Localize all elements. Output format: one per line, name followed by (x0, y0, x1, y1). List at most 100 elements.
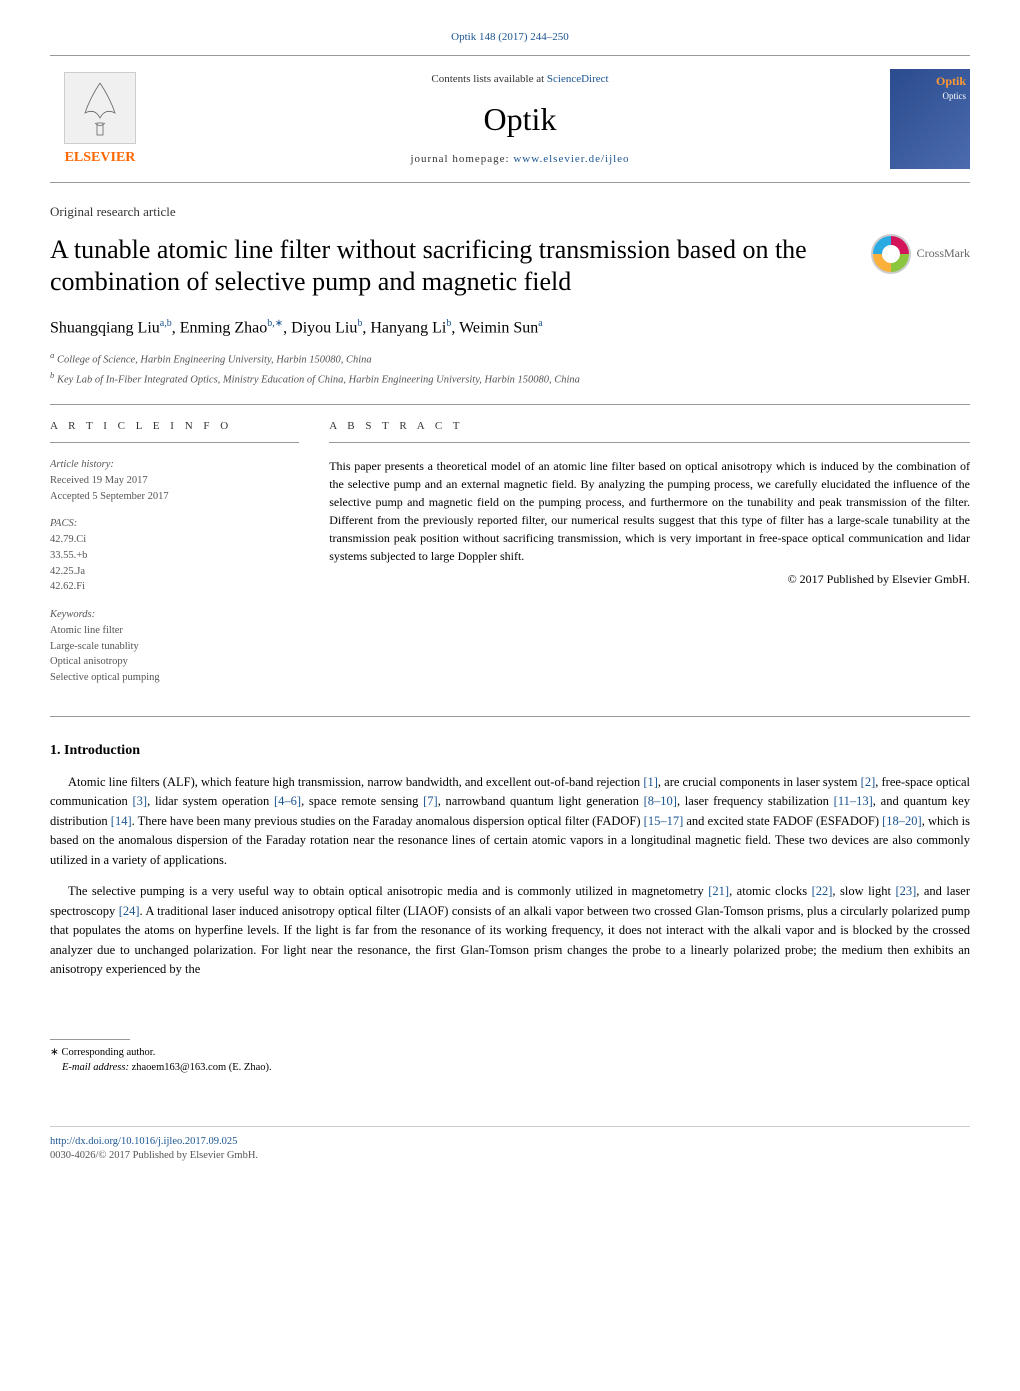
abstract-copyright: © 2017 Published by Elsevier GmbH. (329, 571, 970, 588)
author-sup: b (446, 318, 451, 329)
cover-thumbnail: Optik Optics (890, 69, 970, 169)
body-text: Atomic line filters (ALF), which feature… (68, 775, 643, 789)
contents-line: Contents lists available at ScienceDirec… (150, 72, 890, 87)
doi-link[interactable]: http://dx.doi.org/10.1016/j.ijleo.2017.0… (50, 1136, 237, 1147)
body-text: , are crucial components in laser system (658, 775, 861, 789)
reference-link[interactable]: [2] (861, 775, 876, 789)
corr-star: ∗ (50, 1047, 59, 1058)
author: Weimin Sun (459, 319, 538, 336)
article-type: Original research article (50, 203, 970, 221)
received: Received 19 May 2017 (50, 473, 299, 489)
info-head: A R T I C L E I N F O (50, 419, 299, 434)
affiliation: a College of Science, Harbin Engineering… (50, 349, 970, 368)
body-text: and excited state FADOF (ESFADOF) (683, 814, 882, 828)
corresponding-author: ∗ Corresponding author. E-mail address: … (50, 1039, 970, 1075)
page-footer: http://dx.doi.org/10.1016/j.ijleo.2017.0… (50, 1126, 970, 1164)
corr-text: Corresponding author. (61, 1047, 155, 1058)
author: Shuangqiang Liu (50, 319, 160, 336)
keywords-head: Keywords: (50, 607, 299, 623)
keyword: Atomic line filter (50, 623, 299, 639)
keyword: Selective optical pumping (50, 670, 299, 686)
contents-text: Contents lists available at (431, 73, 546, 85)
sciencedirect-link[interactable]: ScienceDirect (547, 73, 609, 85)
reference-link[interactable]: [1] (643, 775, 658, 789)
article-title: A tunable atomic line filter without sac… (50, 234, 851, 299)
reference-link[interactable]: [8–10] (644, 794, 677, 808)
cover-title: Optik (894, 73, 966, 90)
info-abstract-row: A R T I C L E I N F O Article history: R… (50, 419, 970, 698)
aff-text: Key Lab of In-Fiber Integrated Optics, M… (57, 374, 580, 385)
body-text: . There have been many previous studies … (132, 814, 644, 828)
aff-sup: b (50, 370, 54, 380)
author: Enming Zhao (180, 319, 268, 336)
divider (50, 442, 299, 443)
abstract-head: A B S T R A C T (329, 419, 970, 434)
author-sup: b,∗ (267, 318, 283, 329)
reference-link[interactable]: [22] (812, 884, 833, 898)
crossmark-label: CrossMark (917, 245, 970, 262)
header-center: Contents lists available at ScienceDirec… (150, 72, 890, 168)
pacs-block: PACS: 42.79.Ci 33.55.+b 42.25.Ja 42.62.F… (50, 516, 299, 595)
elsevier-tree-icon (64, 72, 136, 144)
body-paragraph: Atomic line filters (ALF), which feature… (50, 773, 970, 870)
reference-link[interactable]: [7] (423, 794, 438, 808)
affiliation: b Key Lab of In-Fiber Integrated Optics,… (50, 369, 970, 388)
body-text: , narrowband quantum light generation (438, 794, 644, 808)
body-text: , atomic clocks (729, 884, 811, 898)
reference-link[interactable]: [23] (895, 884, 916, 898)
homepage-label: journal homepage: (410, 153, 513, 165)
reference-link[interactable]: [14] (111, 814, 132, 828)
divider (329, 442, 970, 443)
pacs-item: 33.55.+b (50, 548, 299, 564)
authors-list: Shuangqiang Liua,b, Enming Zhaob,∗, Diyo… (50, 317, 970, 340)
corr-divider (50, 1039, 130, 1040)
keyword: Large-scale tunablity (50, 639, 299, 655)
abstract-col: A B S T R A C T This paper presents a th… (329, 419, 970, 698)
journal-name: Optik (150, 97, 890, 142)
body-text: , lidar system operation (147, 794, 274, 808)
crossmark-icon (871, 234, 911, 274)
body-paragraph: The selective pumping is a very useful w… (50, 882, 970, 979)
affiliations: a College of Science, Harbin Engineering… (50, 349, 970, 388)
divider (50, 716, 970, 717)
reference-link[interactable]: [24] (119, 904, 140, 918)
author-sup: a (538, 318, 542, 329)
abstract-text: This paper presents a theoretical model … (329, 457, 970, 565)
intro-heading: 1. Introduction (50, 741, 970, 761)
journal-header: ELSEVIER Contents lists available at Sci… (50, 55, 970, 183)
history-head: Article history: (50, 457, 299, 473)
reference-link[interactable]: [11–13] (834, 794, 873, 808)
pacs-item: 42.79.Ci (50, 532, 299, 548)
reference-link[interactable]: [18–20] (882, 814, 922, 828)
reference-link[interactable]: [4–6] (274, 794, 301, 808)
email-who: (E. Zhao). (226, 1062, 271, 1073)
article-info-col: A R T I C L E I N F O Article history: R… (50, 419, 299, 698)
author: Diyou Liu (291, 319, 357, 336)
pacs-head: PACS: (50, 516, 299, 532)
body-text: . A traditional laser induced anisotropy… (50, 904, 970, 976)
author: Hanyang Li (370, 319, 446, 336)
keyword: Optical anisotropy (50, 654, 299, 670)
homepage-line: journal homepage: www.elsevier.de/ijleo (150, 152, 890, 167)
pacs-item: 42.25.Ja (50, 564, 299, 580)
keywords-block: Keywords: Atomic line filter Large-scale… (50, 607, 299, 686)
body-text: , laser frequency stabilization (677, 794, 834, 808)
author-sup: b (357, 318, 362, 329)
issn-copyright: 0030-4026/© 2017 Published by Elsevier G… (50, 1149, 970, 1164)
author-sup: a,b (160, 318, 172, 329)
email-link[interactable]: zhaoem163@163.com (132, 1062, 227, 1073)
body-text: The selective pumping is a very useful w… (68, 884, 708, 898)
crossmark-badge[interactable]: CrossMark (871, 234, 970, 274)
citation-link[interactable]: Optik 148 (2017) 244–250 (50, 30, 970, 45)
reference-link[interactable]: [21] (708, 884, 729, 898)
homepage-url[interactable]: www.elsevier.de/ijleo (513, 153, 629, 165)
publisher-name: ELSEVIER (65, 148, 136, 168)
history-block: Article history: Received 19 May 2017 Ac… (50, 457, 299, 504)
body-text: , slow light (832, 884, 895, 898)
reference-link[interactable]: [15–17] (644, 814, 684, 828)
divider (50, 404, 970, 405)
aff-sup: a (50, 350, 54, 360)
body-text: , space remote sensing (301, 794, 423, 808)
reference-link[interactable]: [3] (133, 794, 148, 808)
aff-text: College of Science, Harbin Engineering U… (57, 355, 372, 366)
